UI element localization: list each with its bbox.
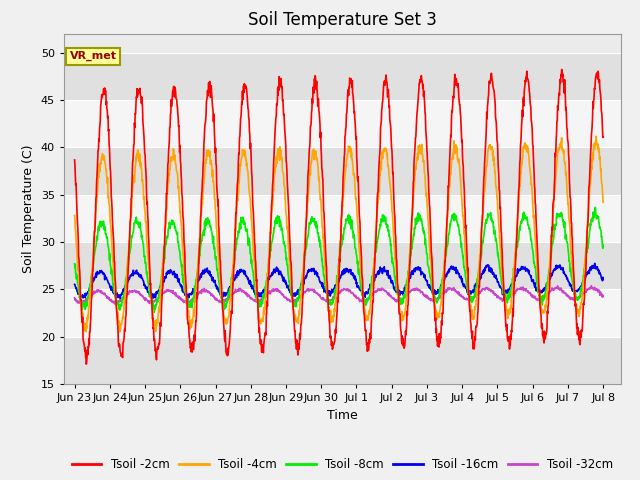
Tsoil -2cm [71, 157, 79, 163]
Tsoil -32cm [537, 296, 545, 301]
Legend: Tsoil -2cm, Tsoil -4cm, Tsoil -8cm, Tsoil -16cm, Tsoil -32cm: Tsoil -2cm, Tsoil -4cm, Tsoil -8cm, Tsoi… [67, 454, 618, 476]
Tsoil -2cm [248, 170, 255, 176]
Tsoil -32cm [189, 297, 196, 303]
Tsoil -16cm [71, 281, 79, 287]
Tsoil -2cm [537, 311, 545, 316]
Bar [64, 242, 621, 289]
Line: Tsoil -2cm: Tsoil -2cm [75, 70, 603, 364]
Tsoil -32cm [588, 283, 595, 288]
Tsoil -16cm [189, 290, 196, 296]
Bar [64, 336, 621, 384]
Tsoil -2cm [599, 134, 607, 140]
Tsoil -8cm [71, 261, 79, 267]
Y-axis label: Soil Temperature (C): Soil Temperature (C) [22, 144, 35, 273]
Tsoil -4cm [599, 199, 607, 205]
Tsoil -32cm [111, 301, 118, 307]
Tsoil -32cm [248, 295, 255, 301]
Tsoil -16cm [248, 284, 255, 290]
Line: Tsoil -16cm: Tsoil -16cm [75, 264, 603, 299]
Tsoil -8cm [248, 257, 255, 263]
Tsoil -2cm [189, 346, 196, 351]
Bar [64, 289, 621, 336]
Tsoil -8cm [189, 296, 196, 301]
Tsoil -2cm [421, 109, 429, 115]
Tsoil -4cm [248, 218, 255, 224]
X-axis label: Time: Time [327, 408, 358, 421]
Tsoil -2cm [83, 361, 90, 367]
Tsoil -4cm [176, 199, 184, 204]
Text: VR_met: VR_met [70, 51, 116, 61]
Tsoil -4cm [537, 300, 545, 306]
Tsoil -32cm [176, 296, 184, 301]
Tsoil -4cm [71, 213, 79, 218]
Title: Soil Temperature Set 3: Soil Temperature Set 3 [248, 11, 437, 29]
Tsoil -16cm [591, 261, 598, 266]
Bar [64, 100, 621, 147]
Tsoil -16cm [537, 289, 545, 295]
Tsoil -2cm [176, 150, 184, 156]
Tsoil -32cm [421, 292, 429, 298]
Tsoil -16cm [490, 273, 498, 278]
Tsoil -32cm [71, 295, 79, 300]
Tsoil -16cm [599, 276, 607, 282]
Line: Tsoil -4cm: Tsoil -4cm [75, 136, 603, 332]
Tsoil -2cm [558, 67, 566, 72]
Bar [64, 147, 621, 194]
Line: Tsoil -32cm: Tsoil -32cm [75, 286, 603, 304]
Tsoil -8cm [591, 204, 599, 210]
Tsoil -4cm [490, 162, 498, 168]
Tsoil -4cm [421, 173, 429, 179]
Tsoil -32cm [490, 291, 498, 297]
Tsoil -16cm [149, 296, 157, 301]
Tsoil -32cm [599, 293, 607, 299]
Tsoil -8cm [421, 242, 429, 248]
Tsoil -2cm [490, 88, 498, 94]
Tsoil -4cm [189, 320, 196, 325]
Tsoil -16cm [421, 275, 429, 280]
Tsoil -8cm [150, 310, 157, 316]
Line: Tsoil -8cm: Tsoil -8cm [75, 207, 603, 313]
Tsoil -16cm [176, 280, 184, 286]
Bar [64, 52, 621, 100]
Tsoil -8cm [537, 293, 545, 299]
Tsoil -8cm [490, 231, 498, 237]
Tsoil -4cm [593, 133, 600, 139]
Tsoil -8cm [599, 242, 607, 248]
Tsoil -4cm [116, 329, 124, 335]
Tsoil -8cm [176, 248, 184, 253]
Bar [64, 194, 621, 242]
